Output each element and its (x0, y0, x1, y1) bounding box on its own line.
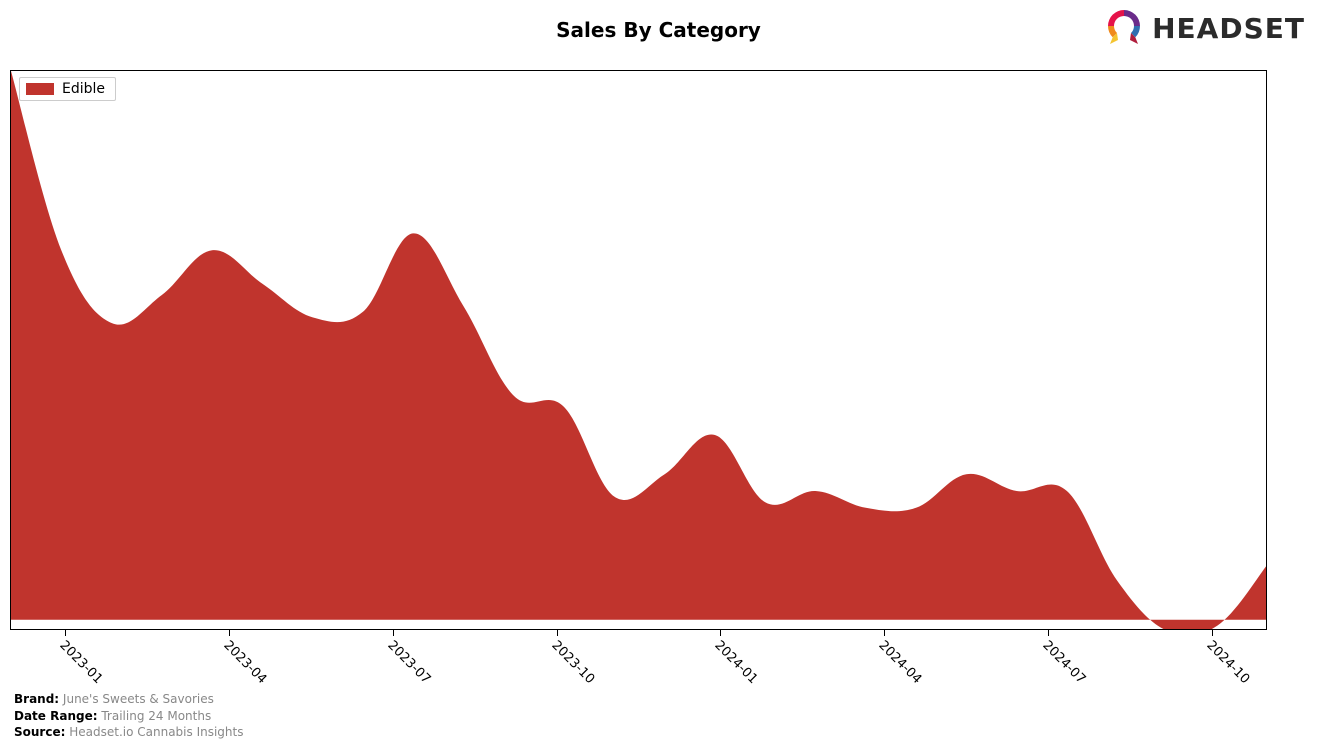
x-tick-mark (229, 630, 230, 636)
legend-label-edible: Edible (62, 81, 105, 97)
x-tick-mark (557, 630, 558, 636)
x-tick-label: 2023-01 (56, 638, 105, 687)
x-tick-mark (884, 630, 885, 636)
headset-logo: HEADSET (1104, 6, 1305, 50)
meta-source: Source: Headset.io Cannabis Insights (14, 724, 243, 740)
meta-date-range-value: Trailing 24 Months (101, 709, 211, 723)
x-tick-mark (65, 630, 66, 636)
x-tick-label: 2023-04 (220, 638, 269, 687)
x-tick-mark (1212, 630, 1213, 636)
area-series-svg (11, 71, 1267, 630)
x-tick-label: 2024-04 (876, 638, 925, 687)
meta-source-value: Headset.io Cannabis Insights (69, 725, 243, 739)
x-tick-label: 2024-07 (1040, 638, 1089, 687)
area-series-edible (11, 71, 1267, 630)
headset-logo-icon (1104, 6, 1144, 50)
legend-swatch-edible (26, 83, 54, 95)
x-tick-label: 2023-10 (548, 638, 597, 687)
meta-source-key: Source: (14, 725, 65, 739)
chart-legend: Edible (19, 77, 116, 101)
chart-metadata: Brand: June's Sweets & Savories Date Ran… (14, 691, 243, 740)
x-tick-mark (393, 630, 394, 636)
x-tick-label: 2024-10 (1204, 638, 1253, 687)
meta-brand: Brand: June's Sweets & Savories (14, 691, 243, 707)
x-tick-mark (720, 630, 721, 636)
meta-date-range: Date Range: Trailing 24 Months (14, 708, 243, 724)
x-tick-mark (1048, 630, 1049, 636)
meta-date-range-key: Date Range: (14, 709, 98, 723)
meta-brand-value: June's Sweets & Savories (63, 692, 214, 706)
x-tick-label: 2023-07 (384, 638, 433, 687)
chart-plot-area: Edible (10, 70, 1267, 630)
x-tick-label: 2024-01 (712, 638, 761, 687)
headset-logo-text: HEADSET (1152, 12, 1305, 45)
meta-brand-key: Brand: (14, 692, 59, 706)
